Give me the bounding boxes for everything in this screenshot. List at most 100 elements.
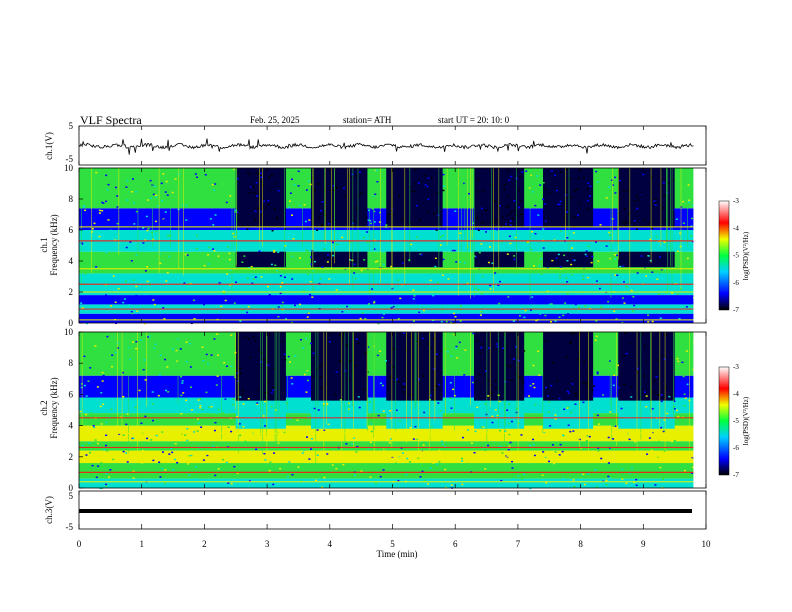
spectrogram-speckle [567,424,570,427]
spectrogram-speckle [539,184,542,186]
spectrogram-speckle [149,197,152,200]
spectrogram-speckle [450,484,453,486]
spectrogram-speckle [307,180,310,183]
spectrogram-speckle [285,444,288,446]
spectrogram-speckle [358,194,361,196]
spectrogram-speckle [507,213,510,216]
spectrogram-speckle [344,369,347,372]
spectrogram-speckle [508,422,511,425]
spectrogram-speckle [89,367,92,369]
spectrogram-speckle [447,347,450,350]
spectrogram-speckle [262,415,265,417]
colorbar-tick-label: -4 [733,224,739,232]
spectrogram-speckle [122,301,125,304]
spectrogram-speckle [600,306,603,308]
spectrogram-speckle [291,278,294,280]
spectrogram-speckle [562,434,565,437]
spectrogram-speckle [423,411,426,414]
spectrogram-speckle [288,200,291,202]
spectrogram-speckle [556,380,559,383]
spectrogram-speckle [256,389,259,391]
spectrogram-speckle [144,385,147,388]
spectrogram-speckle [437,214,440,217]
spectrogram-speckle [684,397,687,399]
spectrogram-speckle [211,184,214,186]
spectrogram-speckle [193,431,196,433]
spectrogram-speckle [358,439,361,442]
spectrogram-speckle [502,439,505,442]
spectrogram-speckle [412,289,415,291]
spectrogram-speckle [624,332,627,334]
spectrogram-speckle [684,469,687,472]
spectrogram-speckle [509,441,512,444]
spectrogram-speckle [463,182,466,185]
x-tick-label: 2 [202,539,207,549]
spectrogram-speckle [310,263,313,265]
spectrogram-band [79,313,694,323]
spectrogram-speckle [117,472,120,474]
spectrogram-speckle [557,253,560,256]
spectrogram-speckle [683,393,686,395]
spectrogram-speckle [642,309,645,311]
spectrogram-speckle [91,434,94,436]
spectrogram-speckle [596,181,599,183]
spectrogram-speckle [287,206,290,209]
spectrogram-speckle [647,255,650,257]
spectrogram-speckle [345,481,348,484]
spectrogram-speckle [131,178,134,180]
spectrogram-speckle [618,386,621,389]
spectrogram-speckle [209,218,212,220]
spectrogram-speckle [566,390,569,392]
spectrogram-speckle [470,442,473,444]
spectrogram-speckle [285,402,288,405]
spectrogram-speckle [124,336,127,338]
spectrogram-speckle [198,337,201,340]
spectrogram-speckle [444,468,447,471]
spectrogram-speckle [222,458,225,461]
spectrogram-speckle [599,224,602,226]
spectrogram-speckle [595,241,598,243]
spectrogram-speckle [548,192,551,194]
spectrogram-speckle [499,280,502,283]
spectrogram-speckle [107,219,110,221]
spectrogram-speckle [128,304,131,306]
spectrogram-speckle [631,310,634,312]
spectrogram-speckle [372,442,375,445]
spectrogram-speckle [409,186,412,189]
spectrogram-speckle [129,409,132,412]
spectrogram-speckle [328,340,331,343]
spectrogram-speckle [538,374,541,376]
spectrogram-speckle [623,222,626,225]
spectrogram-speckle [665,386,668,389]
spectrogram-speckle [435,353,438,356]
spectrogram-speckle [481,222,484,224]
spectrogram-speckle [185,300,188,303]
spectrogram-speckle [589,185,592,188]
spectrogram-speckle [244,440,247,443]
spectrogram-speckle [582,401,585,404]
spectrogram-speckle [687,201,690,204]
spectrogram-speckle [210,354,213,356]
spectrogram-speckle [659,317,662,319]
spectrogram-speckle [623,384,626,386]
spectrogram-speckle [343,195,346,198]
spectrogram-speckle [608,447,611,449]
spectrogram-speckle [85,322,88,325]
spectrogram-speckle [83,384,86,387]
spectrogram-speckle [466,462,469,465]
spectrogram-speckle [109,469,112,471]
spectrogram-speckle [542,451,545,453]
spectrogram-speckle [161,199,164,202]
spectrogram-speckle [562,314,565,317]
spectrogram-speckle [181,204,184,206]
spectrogram-speckle [382,263,385,266]
spectrogram-speckle [578,169,581,172]
spectrogram-speckle [411,190,414,193]
spectrogram-speckle [675,174,678,176]
spectrogram-speckle [392,305,395,308]
spectrogram-speckle [427,177,430,179]
spectrogram-speckle [283,276,286,279]
colorbar-tick-label: -5 [733,417,739,425]
spectrogram-speckle [106,189,109,191]
spectrogram-speckle [233,168,236,171]
